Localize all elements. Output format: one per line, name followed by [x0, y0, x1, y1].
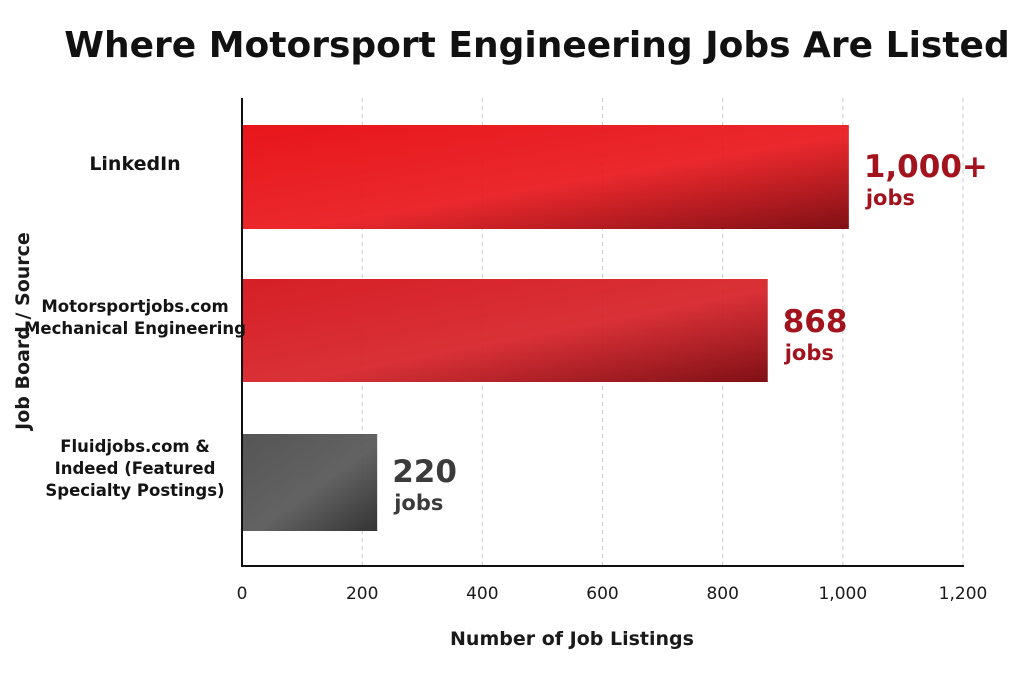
axes: [241, 98, 964, 567]
category-label: LinkedIn: [89, 153, 180, 175]
bars: [242, 125, 849, 531]
x-tick-label: 400: [466, 584, 498, 604]
x-tick-label: 200: [346, 584, 378, 604]
value-label-unit: jobs: [865, 186, 915, 210]
category-label: Fluidjobs.com & Indeed (Featured Specialty…: [45, 437, 224, 500]
chart-title: Where Motorsport Engineering Jobs Are Li…: [64, 25, 1009, 66]
x-tick-label: 1,000: [818, 584, 867, 604]
x-tick-label: 800: [706, 584, 738, 604]
value-label-unit: jobs: [784, 341, 834, 365]
x-tick-label: 1,200: [939, 584, 988, 604]
category-labels: LinkedIn Motorsportjobs.com Mechanical Eng…: [24, 153, 246, 500]
x-tick-label: 0: [237, 584, 248, 604]
value-label-unit: jobs: [393, 491, 443, 515]
x-tick-labels: 0 200 400 600 800 1,000 1,200: [237, 584, 988, 604]
value-label-number: 220: [392, 454, 457, 490]
bar: [242, 279, 768, 382]
bar: [242, 125, 849, 229]
value-label: 1,000+jobs: [864, 149, 988, 210]
x-tick-label: 600: [586, 584, 618, 604]
value-label-number: 1,000+: [864, 149, 988, 185]
bar: [242, 434, 378, 531]
category-label: Motorsportjobs.com Mechanical Engineering: [24, 297, 246, 338]
x-axis-title: Number of Job Listings: [450, 628, 694, 650]
value-label-number: 868: [783, 304, 848, 340]
y-axis-title: Job Board / Source: [12, 232, 34, 432]
